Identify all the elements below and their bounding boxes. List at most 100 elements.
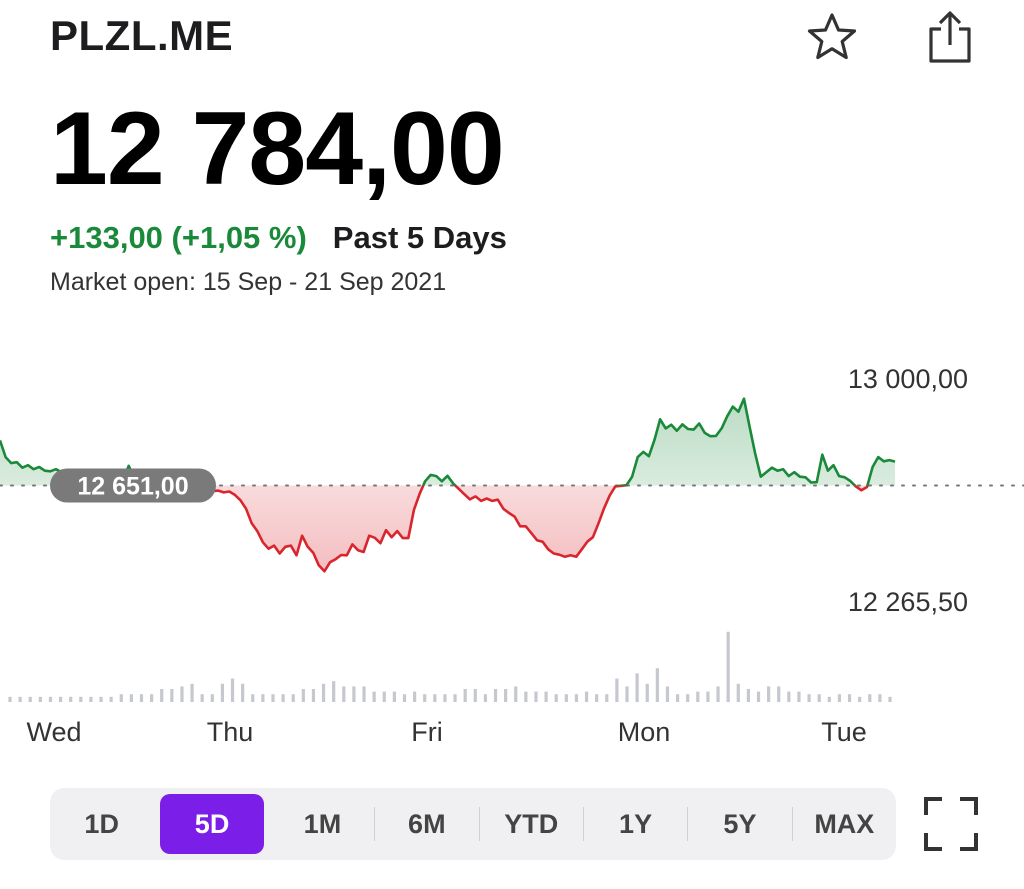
volume-bar [301,689,305,702]
volume-bar [160,689,164,702]
change-row: +133,00 (+1,05 %) Past 5 Days [50,220,507,256]
volume-bar [584,691,589,702]
volume-bar [534,691,538,702]
market-status: Market open: 15 Sep - 21 Sep 2021 [50,268,447,296]
volume-bar [858,696,862,702]
fullscreen-icon [924,797,978,851]
range-1m[interactable]: 1M [303,808,342,839]
x-axis-label: Wed [26,717,81,747]
volume-bar [574,694,579,702]
volume-bar [79,696,83,702]
price-change: +133,00 (+1,05 %) [50,220,307,255]
range-5d[interactable]: 5D [160,794,264,854]
volume-bar [473,689,477,702]
price-chart[interactable]: 12 651,00 13 000,00 12 265,50 Wed Thu Fri Mon T… [0,330,1024,750]
volume-bar [261,694,265,702]
volume-bar [230,678,235,702]
volume-bar [139,694,144,702]
volume-bar [392,691,396,702]
chart-area-positive [0,398,895,486]
volume-bar [665,686,670,702]
volume-bar [48,696,53,702]
volume-bar [291,694,295,702]
volume-bar [827,696,831,702]
volume-bar [18,696,22,702]
y-axis-label: 13 000,00 [848,364,968,394]
volume-bar [129,694,133,702]
watchlist-star-button[interactable] [802,8,862,68]
volume-bar [706,691,710,702]
volume-bar [433,694,437,702]
volume-bar [352,686,356,702]
volume-bar [736,683,740,702]
volume-bar [372,691,376,702]
range-max[interactable]: MAX [814,808,875,839]
volume-bar [767,686,771,702]
volume-bar [635,673,639,702]
period-label: Past 5 Days [332,220,507,255]
baseline-label: 12 651,00 [77,472,188,500]
volume-bar [564,694,568,702]
volume-bar [342,686,346,702]
volume-bar [170,689,174,702]
range-5y[interactable]: 5Y [723,808,757,839]
range-separator [478,807,480,841]
volume-bar [150,694,154,702]
volume-bar [837,694,842,702]
volume-bar [645,683,649,702]
volume-bar [504,689,508,702]
volume-bar [402,694,407,702]
range-6m[interactable]: 6M [408,808,446,839]
x-axis-label: Fri [411,717,442,747]
volume-bar [888,696,892,702]
volume-bar [817,694,821,702]
volume-bar [655,668,659,702]
volume-bar [220,683,225,702]
volume-bar [726,631,730,702]
fullscreen-button[interactable] [920,793,982,855]
volume-bar [696,691,700,702]
range-selector: 1D 5D 1M 6M YTD 1Y 5Y MAX [50,788,896,860]
x-axis-label: Tue [821,717,867,747]
volume-bar [423,694,427,702]
volume-bar [756,691,761,702]
volume-bar [675,694,680,702]
volume-bar [99,696,103,702]
volume-bar [109,696,113,702]
volume-bar [777,686,781,702]
range-ytd[interactable]: YTD [504,808,559,839]
volume-bar [514,686,518,702]
volume-bar [119,694,123,702]
volume-bar [686,694,690,702]
share-button[interactable] [920,8,980,68]
volume-bar [382,691,386,702]
range-1d[interactable]: 1D [84,808,119,839]
range-separator [791,807,793,841]
volume-bar [868,694,872,702]
volume-bar [847,694,852,702]
volume-bar [787,691,791,702]
volume-bar [605,694,609,702]
volume-bar [332,681,336,702]
volume-bar [251,694,255,702]
volume-bar [483,694,488,702]
range-separator [687,807,689,841]
volume-bar [321,683,326,702]
range-1y[interactable]: 1Y [619,808,653,839]
volume-bar [625,686,629,702]
volume-bar [615,678,619,702]
x-axis-label: Thu [207,717,254,747]
volume-bar [271,694,275,702]
current-price: 12 784,00 [50,91,505,207]
volume-bar [412,691,417,702]
volume-bar [180,686,184,702]
chart-area-negative [170,485,868,572]
volume-bar [595,694,599,702]
range-separator [374,807,376,841]
volume-bar [807,694,811,702]
volume-bar [58,696,63,702]
volume-bar [544,691,548,702]
volume-bar [190,683,194,702]
volume-bar [89,696,93,702]
share-icon [929,11,971,63]
